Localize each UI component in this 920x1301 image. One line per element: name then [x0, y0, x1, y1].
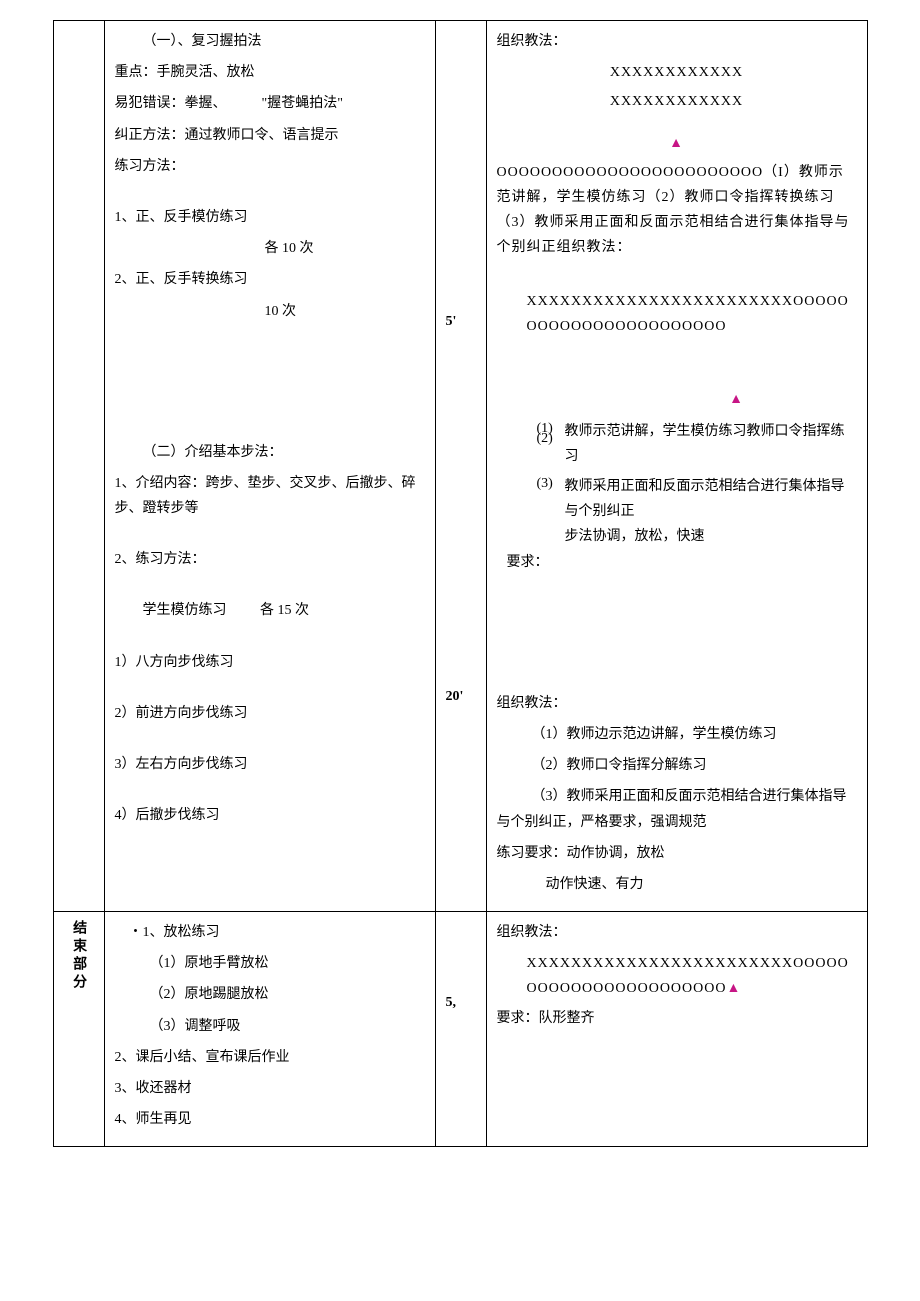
- triangle-icon-1: ▲: [669, 136, 684, 151]
- req3-label: 练习要求：: [497, 846, 567, 861]
- practice-method: 学生模仿练习: [143, 603, 227, 618]
- org-title-2: 组织教法：: [557, 240, 632, 255]
- end-org-title: 组织教法：: [497, 925, 567, 940]
- section1-title: （一）、复习握拍法: [115, 29, 425, 54]
- time-main: 5' 20': [435, 21, 486, 912]
- org-end: 组织教法： XXXXXXXXXXXXXXXXXXXXXXXXOOOOOOOOOO…: [486, 912, 867, 1147]
- triangle-icon-2: ▲: [729, 392, 744, 407]
- formation2-line1: XXXXXXXXXXXXXXXXXXXXXXXX: [527, 294, 794, 309]
- practice-label: 练习方法：: [115, 159, 185, 174]
- method1-item2: （2）教师口令指挥转换练习: [647, 190, 835, 205]
- section2-title: （二）介绍基本步法：: [115, 440, 425, 465]
- practice1-times: 各 10 次: [265, 241, 314, 256]
- end-item1: ・1、放松练习: [129, 925, 220, 940]
- method3-item2: （2）教师口令指挥分解练习: [532, 758, 707, 773]
- org-title-1: 组织教法：: [497, 34, 567, 49]
- end-item2: 2、课后小结、宣布课后作业: [115, 1050, 290, 1065]
- step-intro-label: 1、介绍内容：: [115, 476, 206, 491]
- end-row: 结束部分 ・1、放松练习 （1）原地手臂放松 （2）原地踢腿放松 （3）调整呼吸…: [53, 912, 867, 1147]
- mistake-label: 易犯错误：: [115, 96, 185, 111]
- sub-practice-2: 2）前进方向步伐练习: [115, 706, 248, 721]
- correction: 通过教师口令、语言提示: [185, 128, 339, 143]
- content-end: ・1、放松练习 （1）原地手臂放松 （2）原地踢腿放松 （3）调整呼吸 2、课后…: [104, 912, 435, 1147]
- practice2-times: 10 次: [265, 304, 297, 319]
- sub-practice-1: 1）八方向步伐练习: [115, 655, 234, 670]
- org-title-3: 组织教法：: [497, 696, 567, 711]
- end-sub3: （3）调整呼吸: [150, 1019, 241, 1034]
- side-label-end: 结束部分: [53, 912, 104, 1147]
- side-label-main: [53, 21, 104, 912]
- list2-n2: (2): [537, 426, 565, 451]
- keypoint-label: 重点：: [115, 65, 157, 80]
- end-item3: 3、收还器材: [115, 1081, 192, 1096]
- practice1: 1、正、反手模仿练习: [115, 210, 248, 225]
- list2-item1: 教师示范讲解，学生模仿练习教师口令指挥练习: [565, 424, 845, 464]
- end-req-label: 要求：: [497, 1011, 539, 1026]
- sub-practice-3: 3）左右方向步伐练习: [115, 757, 248, 772]
- end-item4: 4、师生再见: [115, 1112, 192, 1127]
- method3-item1: （1）教师边示范边讲解，学生模仿练习: [532, 727, 777, 742]
- keypoint: 手腕灵活、放松: [157, 65, 255, 80]
- formation1-line1: XXXXXXXXXXXX: [497, 60, 857, 85]
- list2-item3: 教师采用正面和反面示范相结合进行集体指导与个别纠正: [565, 479, 845, 519]
- method3-item3: （3）教师采用正面和反面示范相结合进行集体指导与个别纠正，严格要求，强调规范: [497, 789, 847, 829]
- mistake: 拳握、 "握苍蝇拍法": [185, 96, 343, 111]
- end-sub1: （1）原地手臂放松: [150, 956, 269, 971]
- list2-n3: (3): [537, 471, 565, 496]
- req3-line2: 动作快速、有力: [546, 877, 644, 892]
- correction-label: 纠正方法：: [115, 128, 185, 143]
- req3-line1: 动作协调，放松: [567, 846, 665, 861]
- main-row: （一）、复习握拍法 重点：手腕灵活、放松 易犯错误：拳握、 "握苍蝇拍法" 纠正…: [53, 21, 867, 912]
- content-main: （一）、复习握拍法 重点：手腕灵活、放松 易犯错误：拳握、 "握苍蝇拍法" 纠正…: [104, 21, 435, 912]
- end-formation-line1: XXXXXXXXXXXXXXXXXXXXXXXX: [527, 956, 794, 971]
- practice2: 2、正、反手转换练习: [115, 272, 248, 287]
- method1-item3: （3）教师采用正面和反面示范相结合进行集体指导与个别纠正: [497, 215, 850, 255]
- triangle-icon-3: ▲: [727, 981, 742, 996]
- sub-practice-4: 4）后撤步伐练习: [115, 808, 220, 823]
- end-section-label: 结束部分: [66, 920, 91, 992]
- req2-label: 要求：: [507, 555, 549, 570]
- end-time: 5,: [446, 995, 457, 1010]
- formation1-line2: XXXXXXXXXXXX: [497, 89, 857, 114]
- time-end: 5,: [435, 912, 486, 1147]
- org-main: 组织教法： XXXXXXXXXXXX XXXXXXXXXXXX ▲ OOOOOO…: [486, 21, 867, 912]
- practice-method-label: 2、练习方法：: [115, 552, 206, 567]
- time-1: 5': [446, 314, 457, 329]
- practice-method-times: 各 15 次: [230, 603, 309, 618]
- formation1-line3: OOOOOOOOOOOOOOOOOOOOOOOO: [497, 165, 764, 180]
- lesson-plan-table: （一）、复习握拍法 重点：手腕灵活、放松 易犯错误：拳握、 "握苍蝇拍法" 纠正…: [53, 20, 868, 1147]
- time-2: 20': [446, 689, 464, 704]
- end-req: 队形整齐: [539, 1011, 595, 1026]
- end-sub2: （2）原地踢腿放松: [150, 987, 269, 1002]
- req2-text: 步法协调，放松，快速: [565, 529, 705, 544]
